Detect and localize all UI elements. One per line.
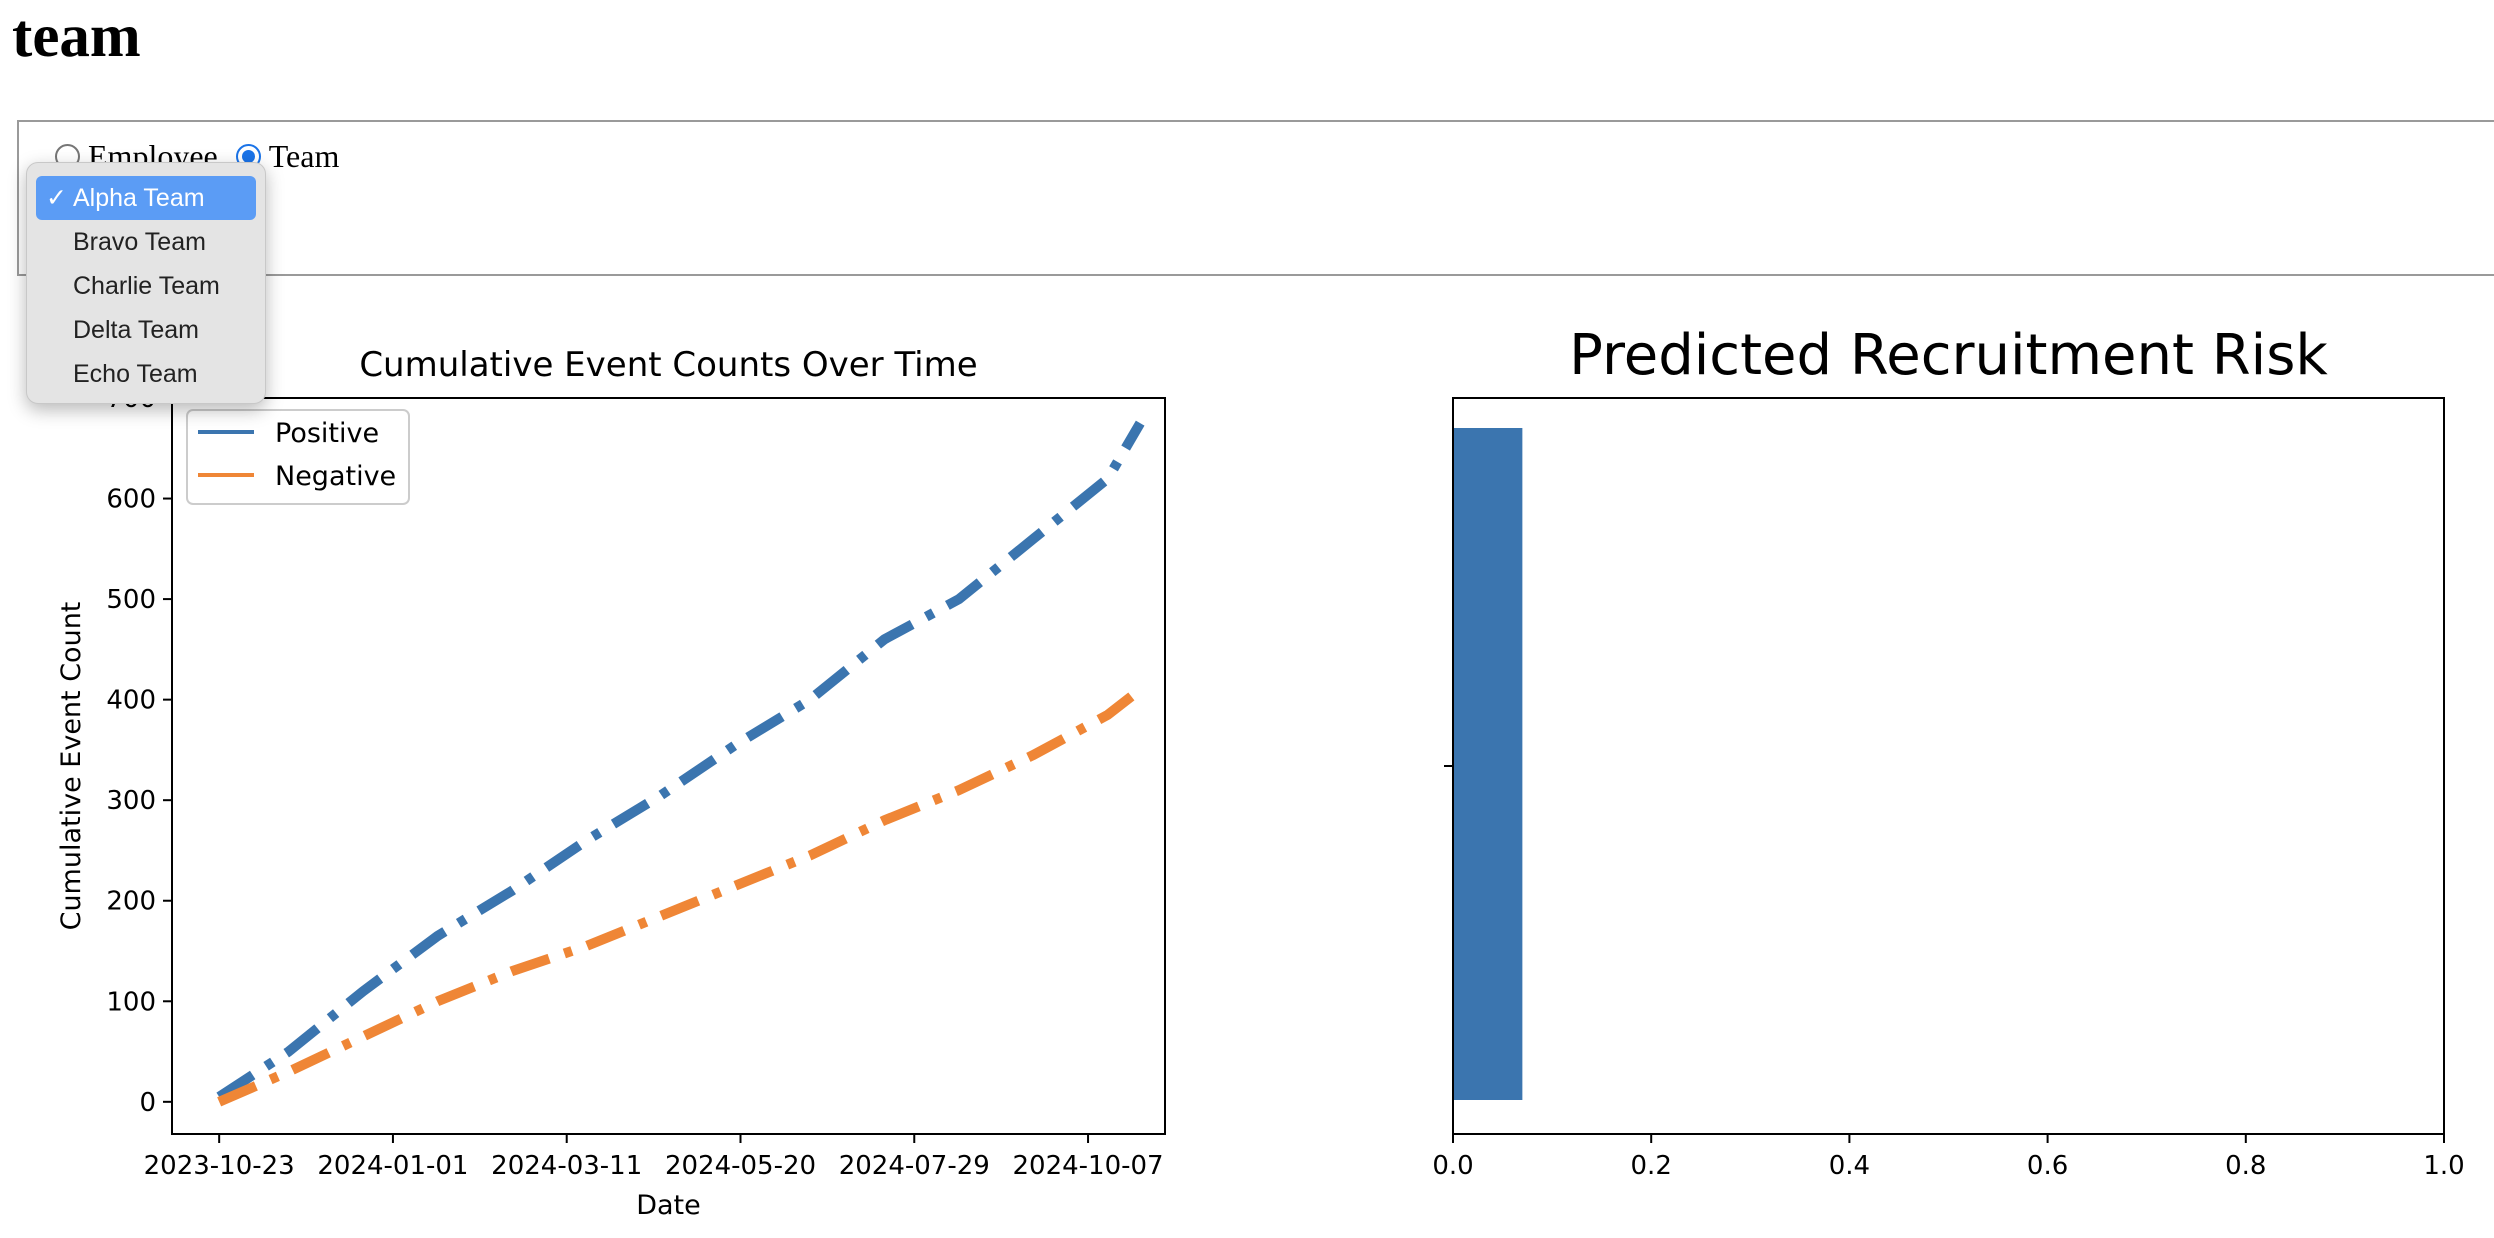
- team-option-delta[interactable]: Delta Team: [36, 308, 256, 352]
- x-tick-label: 1.0: [2423, 1151, 2464, 1181]
- y-tick-label: 500: [106, 585, 156, 615]
- radio-team-label[interactable]: Team: [268, 138, 340, 174]
- team-select-dropdown[interactable]: ✓ Alpha Team Bravo Team Charlie Team Delt…: [26, 162, 266, 404]
- x-tick-label: 2024-10-07: [1012, 1151, 1163, 1181]
- chart-legend: Positive Negative: [186, 409, 410, 505]
- x-tick-label: 0.6: [2027, 1151, 2068, 1181]
- x-tick-label: 0.0: [1432, 1151, 1473, 1181]
- team-option-charlie[interactable]: Charlie Team: [36, 264, 256, 308]
- x-tick-label: 2023-10-23: [144, 1151, 295, 1181]
- y-tick-label: 200: [106, 887, 156, 917]
- y-axis-label: Cumulative Event Count: [56, 602, 87, 931]
- x-tick-label: 0.8: [2225, 1151, 2266, 1181]
- series-line-negative: [217, 685, 1144, 1107]
- team-option-label: Echo Team: [73, 360, 198, 388]
- y-tick-label: 0: [139, 1088, 156, 1118]
- x-tick-label: 2024-05-20: [665, 1151, 816, 1181]
- recruitment-risk-chart: Predicted Recruitment Risk 0.0 0.2 0.4 0.6 0.…: [1432, 323, 2464, 1181]
- plot-frame: [171, 397, 1166, 1135]
- cumulative-events-chart: Cumulative Event Counts Over Time 0 100 200…: [56, 345, 1166, 1221]
- team-option-label: Delta Team: [73, 316, 199, 344]
- series-line-positive: [216, 420, 1145, 1101]
- team-option-echo[interactable]: Echo Team: [36, 352, 256, 396]
- team-option-label: Bravo Team: [73, 228, 206, 256]
- x-tick-label: 0.4: [1829, 1151, 1870, 1181]
- y-tick-label: 600: [106, 485, 156, 515]
- x-tick-label: 2024-03-11: [491, 1151, 642, 1181]
- page-title: team: [12, 3, 141, 70]
- y-tick-label: 100: [106, 987, 156, 1017]
- y-tick-label: 300: [106, 786, 156, 816]
- bar: [1453, 428, 1523, 1100]
- team-option-label: Alpha Team: [73, 184, 205, 212]
- x-tick-label: 2024-01-01: [317, 1151, 468, 1181]
- team-option-label: Charlie Team: [73, 272, 220, 300]
- checkmark-icon: ✓: [46, 184, 67, 212]
- legend-label: Negative: [275, 461, 396, 492]
- chart-title: Cumulative Event Counts Over Time: [359, 345, 977, 385]
- team-option-alpha[interactable]: ✓ Alpha Team: [36, 176, 256, 220]
- x-tick-label: 2024-07-29: [839, 1151, 990, 1181]
- plot-frame: [1452, 397, 2445, 1135]
- legend-label: Positive: [275, 418, 379, 449]
- x-axis-label: Date: [636, 1190, 701, 1221]
- chart-title: Predicted Recruitment Risk: [1569, 323, 2328, 388]
- x-tick-label: 0.2: [1631, 1151, 1672, 1181]
- y-tick-label: 400: [106, 686, 156, 716]
- team-option-bravo[interactable]: Bravo Team: [36, 220, 256, 264]
- controls-panel: Employee Team: [17, 120, 2494, 276]
